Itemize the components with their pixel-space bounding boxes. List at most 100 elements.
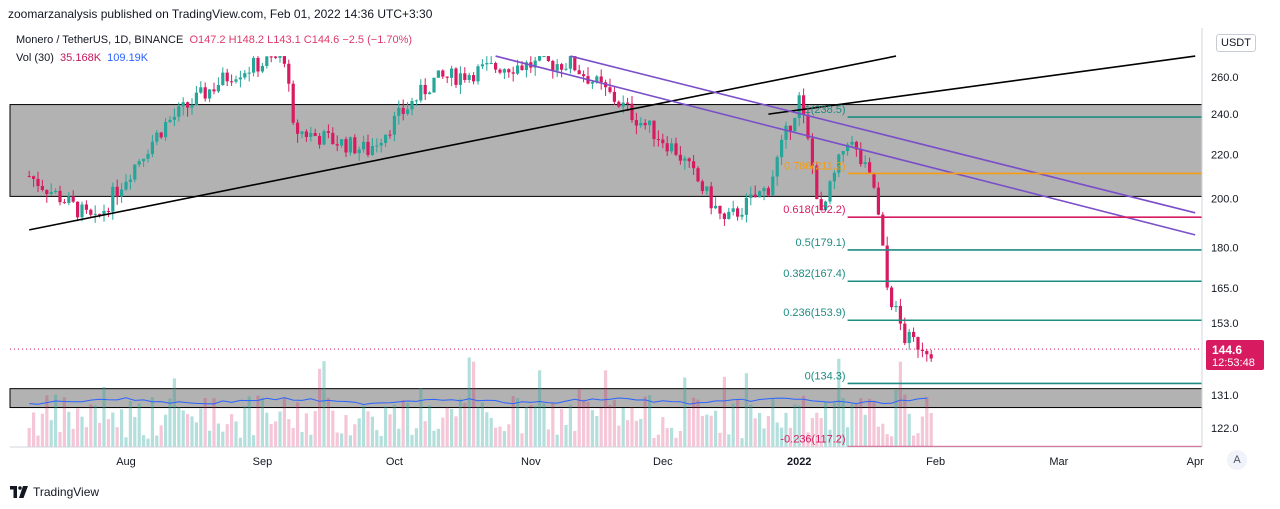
candle-body <box>744 197 748 215</box>
candle-body <box>714 205 718 209</box>
volume-bar <box>335 432 339 447</box>
volume-bar <box>450 409 454 447</box>
volume-bar <box>458 398 462 447</box>
volume-value: 35.168K <box>60 52 102 64</box>
candle-body <box>718 205 722 214</box>
volume-bar <box>441 417 445 447</box>
candle-body <box>124 181 128 190</box>
volume-bar <box>436 428 440 447</box>
candle-body <box>172 116 176 120</box>
candle-body <box>661 139 665 144</box>
volume-ma-line <box>29 397 927 406</box>
candle-body <box>802 95 806 115</box>
candle-body <box>467 75 471 80</box>
volume-bar <box>722 376 726 447</box>
candle-body <box>652 120 656 140</box>
footer-brand[interactable]: TradingView <box>10 485 99 499</box>
volume-bar <box>718 432 722 447</box>
candle-body <box>186 102 190 108</box>
candle-body <box>920 349 924 352</box>
candle-body <box>146 153 150 159</box>
candle-body <box>771 176 775 196</box>
channel-line-1 <box>570 55 1196 214</box>
candle-body <box>815 165 819 200</box>
volume-bar <box>894 389 898 447</box>
volume-bar <box>252 435 256 447</box>
candle-body <box>648 120 652 126</box>
currency-button[interactable]: USDT <box>1216 34 1256 52</box>
volume-bar <box>225 424 229 447</box>
volume-bar <box>780 427 784 447</box>
candle-body <box>876 187 880 215</box>
candle-body <box>916 337 920 350</box>
volume-bar <box>678 431 682 447</box>
volume-bar <box>45 395 49 447</box>
volume-bar <box>652 437 656 447</box>
candle-body <box>357 149 361 154</box>
x-tick-label-2: Oct <box>386 456 403 468</box>
footer-brand-text: TradingView <box>33 485 100 499</box>
y-tick-label-2: 153.0 <box>1211 318 1239 330</box>
candle-body <box>203 87 207 99</box>
fib-level-label-7: -0.236(117.2) <box>780 434 845 446</box>
x-tick-label-6: Feb <box>926 456 945 468</box>
candle-body <box>841 151 845 155</box>
volume-bar <box>586 401 590 447</box>
volume-bar <box>67 411 71 447</box>
candle-body <box>67 196 71 204</box>
volume-bar <box>199 408 203 447</box>
volume-bar <box>124 437 128 447</box>
candle-body <box>274 56 278 58</box>
candle-body <box>872 172 876 188</box>
volume-bar <box>784 412 788 447</box>
volume-bar <box>876 426 880 447</box>
volume-bar <box>406 403 410 447</box>
candle-body <box>868 162 872 173</box>
candle-body <box>212 89 216 92</box>
auto-scale-button[interactable]: A <box>1227 450 1247 470</box>
candle-body <box>348 137 352 153</box>
volume-bar <box>740 438 744 447</box>
volume-legend[interactable]: Vol (30) 35.168K 109.19K <box>16 52 148 64</box>
candle-body <box>353 137 357 154</box>
volume-bar <box>80 416 84 447</box>
candle-body <box>120 189 124 197</box>
candle-body <box>560 64 564 70</box>
candle-body <box>40 186 44 190</box>
volume-bar <box>432 430 436 447</box>
volume-bar <box>766 416 770 447</box>
candle-body <box>71 196 75 202</box>
y-tick-label-4: 180.0 <box>1211 243 1239 255</box>
volume-bar <box>278 411 282 447</box>
candle-body <box>388 134 392 136</box>
volume-bar <box>476 407 480 447</box>
x-tick-label-7: Mar <box>1049 456 1068 468</box>
volume-bar <box>362 405 366 447</box>
x-tick-label-0: Aug <box>116 456 136 468</box>
candle-body <box>291 83 295 123</box>
volume-bar <box>630 407 634 447</box>
candle-body <box>806 114 810 139</box>
volume-bar <box>846 427 850 447</box>
candle-body <box>326 131 330 133</box>
candle-body <box>859 149 863 165</box>
candle-body <box>256 57 260 72</box>
symbol-legend[interactable]: Monero / TetherUS, 1D, BINANCE O147.2 H1… <box>16 34 412 46</box>
candle-body <box>494 62 498 70</box>
candle-body <box>630 103 634 121</box>
volume-bar <box>300 431 304 447</box>
volume-bar <box>243 406 247 447</box>
candle-body <box>573 56 577 71</box>
symbol-title: Monero / TetherUS, 1D, BINANCE <box>16 34 184 46</box>
volume-bar <box>291 428 295 447</box>
candle-body <box>128 179 132 182</box>
volume-bar <box>555 434 559 447</box>
candle-body <box>890 287 894 308</box>
volume-bar <box>898 361 902 447</box>
candle-body <box>344 139 348 153</box>
volume-bar <box>758 413 762 447</box>
support-zone-0 <box>9 104 1203 197</box>
candle-body <box>340 139 344 146</box>
volume-bar <box>920 416 924 447</box>
